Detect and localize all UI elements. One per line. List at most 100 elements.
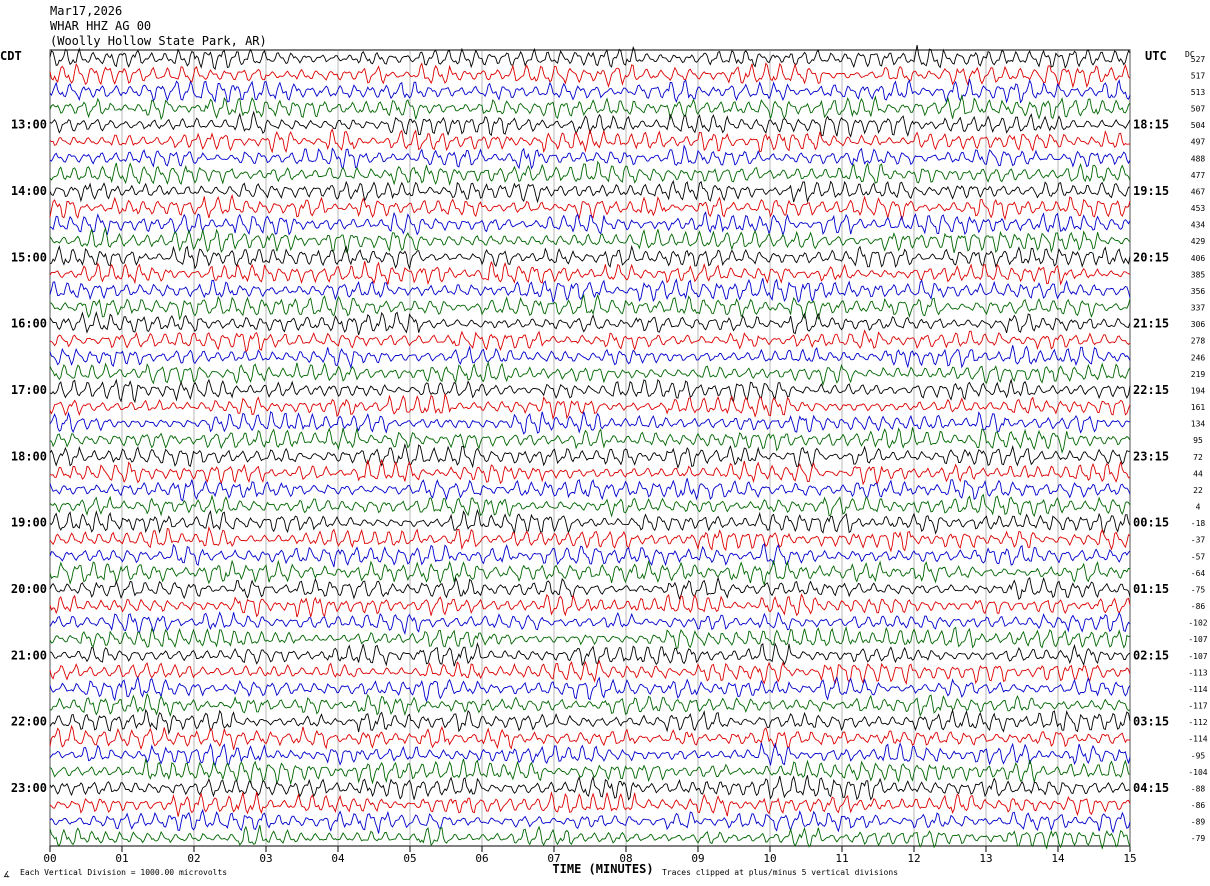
dc-offset-label: 513	[1191, 88, 1206, 97]
trace-line	[49, 345, 1131, 370]
dc-offset-label: -88	[1191, 784, 1206, 793]
trace-line	[49, 179, 1130, 204]
dc-offset-label: 161	[1191, 403, 1206, 412]
left-hour-label: 17:00	[11, 383, 47, 397]
dc-offset-label: -114	[1188, 685, 1207, 694]
dc-offset-label: 507	[1191, 105, 1206, 114]
dc-offset-label: -102	[1188, 619, 1207, 628]
left-hour-label: 14:00	[11, 184, 47, 198]
x-tick-label: 09	[691, 852, 704, 865]
trace-line	[49, 692, 1131, 717]
dc-offset-label: -114	[1188, 735, 1207, 744]
trace-line	[49, 442, 1131, 470]
dc-offset-label: -86	[1191, 602, 1206, 611]
trace-line	[49, 410, 1131, 435]
dc-offset-label: 306	[1191, 320, 1206, 329]
trace-line	[49, 508, 1131, 535]
dc-offset-label: -86	[1191, 801, 1206, 810]
trace-line	[49, 160, 1131, 187]
dc-offset-label: 44	[1193, 469, 1203, 478]
right-hour-label: 20:15	[1133, 250, 1169, 264]
trace-line	[49, 244, 1131, 271]
trace-line	[49, 675, 1131, 703]
trace-line	[49, 392, 1131, 421]
dc-offset-label: 337	[1191, 304, 1206, 313]
trace-line	[49, 78, 1131, 104]
x-tick-label: 12	[907, 852, 920, 865]
right-hour-label: 04:15	[1133, 781, 1169, 795]
right-hour-label: 21:15	[1133, 317, 1169, 331]
x-tick-label: 13	[979, 852, 992, 865]
trace-line	[49, 110, 1131, 138]
right-hour-label: 19:15	[1133, 184, 1169, 198]
dc-offset-label: 219	[1191, 370, 1206, 379]
right-hour-label: 22:15	[1133, 383, 1169, 397]
dc-offset-label: -117	[1188, 702, 1207, 711]
dc-offset-label: 278	[1191, 337, 1206, 346]
dc-offset-label: -95	[1191, 751, 1206, 760]
trace-line	[49, 193, 1131, 221]
left-hour-label: 16:00	[11, 317, 47, 331]
trace-line	[49, 293, 1131, 321]
x-tick-label: 00	[43, 852, 56, 865]
x-tick-label: 05	[403, 852, 416, 865]
trace-line	[49, 626, 1131, 650]
trace-line	[49, 775, 1131, 801]
trace-line	[49, 742, 1131, 768]
dc-offset-label: 434	[1191, 221, 1206, 230]
trace-line	[49, 611, 1131, 636]
right-hour-label: 02:15	[1133, 648, 1169, 662]
trace-line	[49, 642, 1131, 667]
dc-offset-label: -104	[1188, 768, 1207, 777]
trace-line	[49, 478, 1131, 502]
dc-offset-label: -89	[1191, 818, 1206, 827]
trace-line	[49, 659, 1131, 685]
trace-line	[49, 128, 1130, 154]
trace-line	[49, 458, 1131, 486]
x-tick-label: 06	[475, 852, 488, 865]
dc-offset-label: 477	[1191, 171, 1206, 180]
trace-line	[49, 211, 1131, 237]
dc-offset-label: 429	[1191, 237, 1206, 246]
dc-offset-label: -57	[1191, 552, 1206, 561]
trace-line	[49, 526, 1131, 553]
right-hour-label: 00:15	[1133, 516, 1169, 530]
header-date: Mar17,2026	[50, 4, 123, 18]
dc-offset-label: 4	[1196, 503, 1201, 512]
dc-offset-label: 527	[1191, 55, 1206, 64]
trace-line	[49, 378, 1131, 404]
dc-offset-label: 356	[1191, 287, 1206, 296]
right-hour-label: 03:15	[1133, 715, 1169, 729]
x-tick-label: 08	[619, 852, 632, 865]
x-tick-label: 14	[1051, 852, 1065, 865]
trace-line	[49, 575, 1131, 601]
trace-line	[49, 62, 1131, 89]
left-hour-label: 20:00	[11, 582, 47, 596]
trace-line	[49, 708, 1131, 735]
header-station: WHAR HHZ AG 00	[50, 19, 152, 33]
trace-line	[49, 593, 1131, 618]
x-tick-label: 15	[1123, 852, 1136, 865]
dc-offset-label: 467	[1191, 187, 1206, 196]
dc-offset-label: 504	[1191, 121, 1206, 130]
trace-line	[49, 329, 1131, 353]
dc-offset-label: 134	[1191, 420, 1206, 429]
dc-offset-label: -79	[1191, 834, 1206, 843]
trace-line	[49, 360, 1131, 387]
left-hour-label: 19:00	[11, 516, 47, 530]
dc-offset-label: 385	[1191, 270, 1206, 279]
x-tick-label: 03	[259, 852, 272, 865]
header-location: (Woolly Hollow State Park, AR)	[50, 34, 267, 48]
corner-mark: ∡	[3, 870, 10, 879]
trace-line	[49, 144, 1131, 170]
dc-offset-label: 246	[1191, 353, 1206, 362]
right-hour-label: 23:15	[1133, 449, 1169, 463]
x-tick-label: 10	[763, 852, 776, 865]
plot-frame	[49, 49, 1131, 847]
trace-line	[49, 278, 1131, 304]
trace-line	[49, 724, 1131, 751]
trace-line	[49, 808, 1131, 834]
left-hour-label: 15:00	[11, 250, 47, 264]
trace-line	[49, 94, 1131, 121]
